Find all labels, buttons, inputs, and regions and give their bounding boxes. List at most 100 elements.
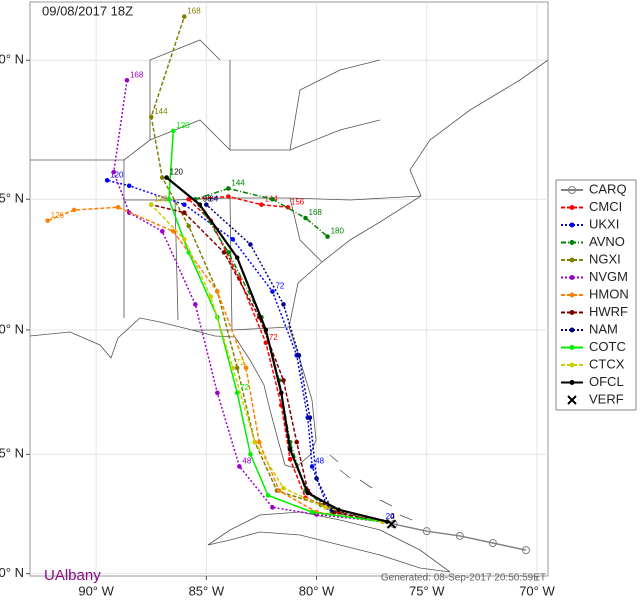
track-point (237, 464, 242, 469)
track-point (336, 507, 341, 513)
x-tick-label: 75° W (409, 583, 445, 598)
legend-label: CARQ (589, 181, 627, 196)
forecast-hour-label: 72 (275, 282, 284, 291)
track-point (164, 175, 169, 180)
forecast-hour-label: 24 (386, 512, 395, 521)
track-point (104, 178, 110, 183)
track-point (71, 207, 77, 213)
track-point (226, 194, 231, 199)
graticule (26, 2, 548, 580)
track-point (248, 242, 253, 247)
legend-label: HMON (589, 286, 629, 301)
track-point (259, 202, 264, 207)
track-point (270, 505, 275, 510)
legend-label: OFCL (589, 374, 624, 389)
track-point (159, 229, 165, 234)
track-point (215, 289, 220, 294)
track-point (323, 505, 328, 510)
forecast-hour-label: 168 (309, 208, 323, 217)
legend-marker (569, 292, 575, 298)
legend-marker (569, 345, 575, 350)
forecast-hour-label: 120 (110, 170, 124, 179)
x-tick-label: 85° W (189, 583, 225, 598)
track-point (270, 289, 275, 294)
legend-marker (569, 380, 575, 385)
track-point (115, 205, 121, 210)
track-line (150, 16, 383, 523)
track-point (276, 488, 282, 493)
forecast-hour-label: 48 (242, 457, 251, 466)
track-point (230, 365, 236, 371)
track-point (281, 485, 286, 491)
legend: CARQ CMCI UKXI AVNO NGXI NVGM HMON HWRF NAM COTC C… (561, 181, 629, 406)
watermark: UAlbany (44, 567, 101, 584)
track-point (263, 340, 269, 345)
track-point (45, 218, 50, 223)
track-point (521, 546, 530, 555)
y-tick-label: 30° N (0, 321, 24, 336)
forecast-hour-label: 168 (187, 7, 201, 16)
basemap (29, 39, 549, 573)
track-point (181, 210, 187, 215)
track-point (234, 390, 240, 396)
track-point (294, 439, 300, 445)
track-point (248, 452, 253, 457)
track-point (111, 169, 117, 175)
forecast-hour-label: 156 (291, 197, 305, 206)
forecast-hour-label: 72 (236, 358, 245, 367)
track-point (170, 229, 176, 234)
legend-label: AVNO (589, 234, 625, 249)
track-point (197, 202, 203, 207)
legend-marker (569, 257, 575, 263)
forecast-hour-label: 120 (170, 168, 184, 177)
track-point (181, 236, 187, 242)
generated-note: Generated: 08-Sep-2017 20:50:59ET (381, 573, 546, 584)
track-point (124, 77, 130, 83)
track-point (303, 215, 308, 221)
track-point (263, 327, 269, 333)
legend-label: CTCX (589, 356, 625, 371)
track-line (151, 203, 383, 523)
track-point (265, 493, 271, 498)
forecast-hour-label: 144 (231, 179, 245, 188)
track-point (208, 294, 214, 299)
track-point (170, 128, 176, 134)
track-point (230, 236, 236, 242)
track-point (186, 223, 192, 229)
y-tick-label: 35° N (0, 191, 24, 206)
track-point (148, 114, 154, 120)
track-line (393, 523, 527, 551)
forecast-hour-label: 48 (315, 457, 324, 466)
legend-label: NAM (589, 321, 618, 336)
forecast-hour-label: 126 (51, 211, 65, 220)
forecast-hour-label: 96 (203, 195, 212, 204)
legend-label: VERF (589, 391, 624, 406)
x-tick-label: 90° W (78, 583, 114, 598)
legend-marker (569, 327, 575, 333)
track-point (325, 234, 330, 239)
track-point (221, 250, 227, 255)
legend-marker (569, 240, 575, 245)
track-point (204, 202, 209, 207)
cuba (207, 511, 451, 573)
track-point (181, 14, 187, 19)
track-point (148, 202, 154, 207)
forecast-hour-label: 72 (240, 383, 249, 392)
legend-label: UKXI (589, 216, 619, 231)
forecast-hour-label: 180 (331, 227, 345, 236)
y-tick-label: 40° N (0, 52, 24, 67)
forecast-hour-label: 126 (154, 195, 168, 204)
track-point (166, 196, 172, 202)
tracks: 7214415624487212014416818014416848168126… (45, 7, 530, 555)
track-point (126, 183, 132, 189)
forecast-hour-label: 0 (390, 512, 395, 521)
track-line (47, 206, 383, 523)
track-point (278, 390, 284, 396)
track-point (309, 464, 315, 469)
track-line (150, 204, 383, 523)
track-line (112, 80, 383, 523)
legend-label: NGXI (589, 251, 621, 266)
forecast-hour-label: 84 (209, 195, 218, 204)
y-tick-label: 20° N (0, 565, 24, 580)
